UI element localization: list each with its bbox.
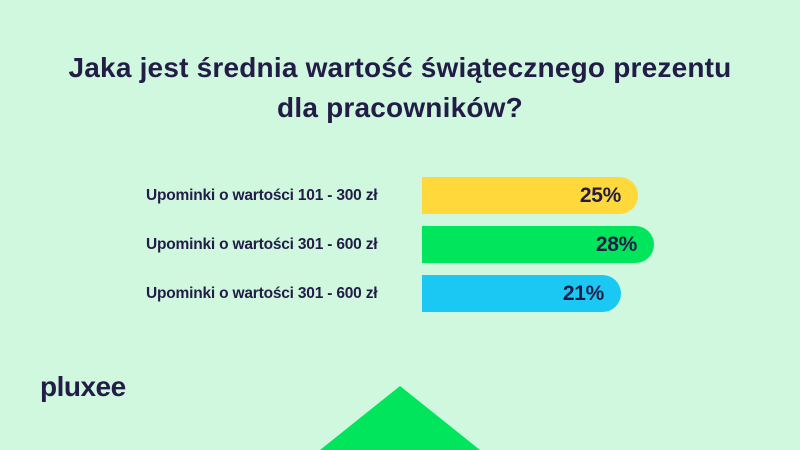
bar-value-label: 25% xyxy=(579,183,621,207)
chart-row: Upominki o wartości 301 - 600 zł 28% xyxy=(146,226,654,263)
bar-category-label: Upominki o wartości 301 - 600 zł xyxy=(146,235,378,253)
bar-value-label: 21% xyxy=(562,281,604,305)
value-bar: 25% xyxy=(422,177,638,214)
arrow-up-decoration xyxy=(320,386,480,450)
bar-category-label: Upominki o wartości 101 - 300 zł xyxy=(146,186,378,204)
value-bar: 28% xyxy=(422,226,654,263)
page-title: Jaka jest średnia wartość świątecznego p… xyxy=(68,52,732,123)
chart-row: Upominki o wartości 101 - 300 zł 25% xyxy=(146,177,654,214)
bar-category-label: Upominki o wartości 301 - 600 zł xyxy=(146,284,378,302)
value-bar: 21% xyxy=(422,275,621,312)
chart-row: Upominki o wartości 301 - 600 zł 21% xyxy=(146,275,654,312)
bar-value-label: 28% xyxy=(595,232,637,256)
arrow-up-shape xyxy=(320,386,480,450)
pluxee-logo: pluxee xyxy=(40,371,126,402)
bar-chart: Upominki o wartości 101 - 300 zł 25% Upo… xyxy=(146,177,654,312)
